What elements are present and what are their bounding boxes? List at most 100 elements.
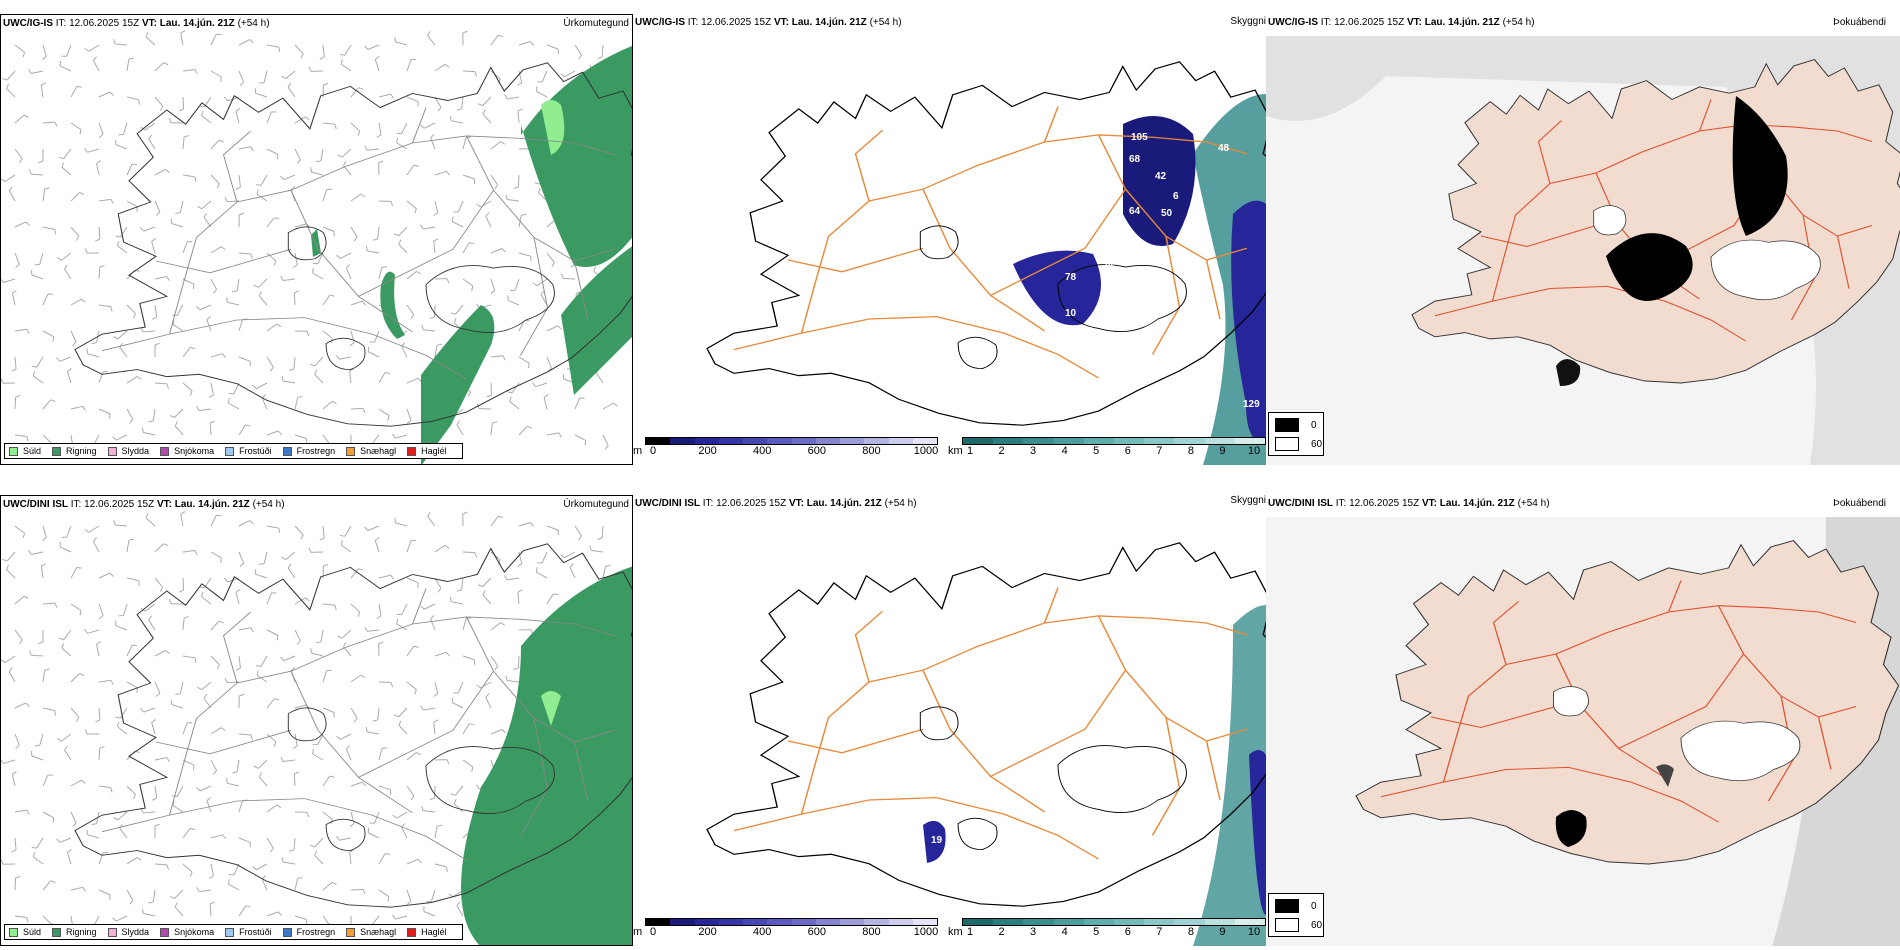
wind-barb [154,96,164,107]
wind-barb-flag [194,657,197,663]
wind-barb [518,551,523,564]
wind-barb [396,142,408,150]
wind-barb-flag [446,170,450,176]
wind-barb-flag [289,849,295,852]
wind-barb-flag [433,693,439,697]
wind-barb [482,594,492,605]
wind-barb [172,324,184,332]
wind-barb [406,200,417,209]
wind-barb [174,425,184,436]
wind-barb [70,122,82,130]
visibility-map-panel-1: UWC/IG-IS IT: 12.06.2025 15Z VT: Lau. 14… [633,14,1266,465]
wind-barb [406,752,417,761]
wind-barb [322,122,335,125]
wind-barb [31,755,44,761]
wind-barb-flag [420,124,425,129]
wind-barb-flag [505,675,508,681]
wind-barb-flag [79,673,85,676]
wind-barb [535,382,548,388]
wind-barb-flag [189,390,193,396]
wind-barb [340,733,352,740]
wind-barb-flag [427,511,431,517]
wind-barb [70,811,77,824]
wind-barb-flag [84,47,90,52]
wind-barb [427,516,436,527]
wind-barb [98,91,111,98]
wind-barb-flag [336,835,340,841]
wind-barb-flag [23,595,29,599]
wind-barb [509,401,520,410]
wind-barb [145,517,156,527]
wind-barb-flag [81,779,86,784]
wind-barb [433,722,436,735]
wind-barb [258,759,268,769]
wind-barb [340,252,352,259]
panel-header: UWC/IG-IS IT: 12.06.2025 15Z VT: Lau. 14… [3,18,270,29]
wind-barb [456,424,464,436]
wind-barb [293,773,296,787]
wind-barb [423,122,436,129]
wind-barb-flag [378,641,384,645]
wind-barb [287,86,296,98]
legend-label: Rigning [66,927,97,937]
wind-barb-flag [449,596,452,602]
wind-barb-flag [446,866,448,872]
wind-barb-flag [280,175,285,181]
wind-barb-flag [197,205,203,210]
legend-item: Slydda [107,927,149,937]
wind-barb [42,811,54,819]
scale-tick: 2 [998,926,1005,938]
wind-barb [462,551,476,554]
wind-barb-flag [250,734,253,740]
wind-barb-flag [364,45,369,50]
wind-barb-flag [280,756,284,762]
visibility-value: 113 [1115,241,1132,252]
wind-barb-flag [232,290,238,293]
scale-tick: 800 [862,926,881,938]
wind-barb [70,330,77,343]
wind-barb [117,811,128,821]
wind-barb-flag [314,369,318,375]
legend-swatch [346,446,356,456]
wind-barb [98,198,111,202]
wind-barb [339,837,352,841]
wind-barb [452,221,464,228]
visibility-value: 50 [1161,208,1173,219]
wind-barb [293,292,296,306]
wind-barb [283,759,296,762]
wind-barb-flag [453,317,457,324]
scale-tick: 1000 [913,445,939,457]
wind-barb [350,888,364,891]
wind-barb-flag [209,394,214,398]
wind-barb [452,702,464,709]
scale-bar [962,918,1266,926]
fog-legend: 0 60 [1268,893,1324,937]
wind-barb [42,293,49,306]
wind-barb [406,271,417,280]
wind-barb [14,733,20,746]
wind-barb-flag [129,900,134,905]
panel-title: Úrkomutegund [563,499,629,510]
visibility-value: 19 [931,835,943,846]
wind-barb-flag [281,556,286,560]
legend-swatch [160,927,170,937]
wind-barb [482,96,492,106]
wind-barb-flag [450,312,456,315]
wind-barb [66,44,72,57]
wind-barb [144,122,156,131]
wind-barb-flag [99,746,105,749]
wind-barb-flag [196,406,200,411]
wind-barb [238,551,245,564]
wind-barb-flag [239,81,245,86]
wind-barb-flag [406,419,412,424]
wind-barb [261,397,268,410]
legend-item: Súld [9,446,41,456]
wind-barb-flag [319,56,325,60]
wind-barb-flag [517,563,522,567]
wind-barb-flag [485,693,490,698]
wind-barb-flag [292,264,298,268]
wind-barb [8,671,16,683]
wind-barb-flag [560,73,565,78]
wind-barb [423,707,436,711]
scale-tick: 200 [698,445,717,457]
